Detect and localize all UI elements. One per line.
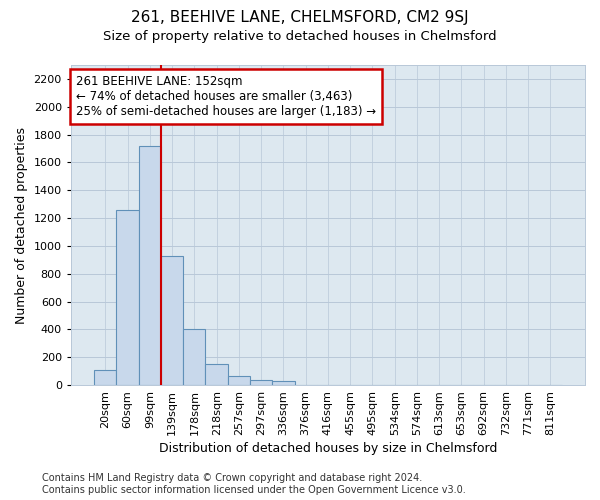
X-axis label: Distribution of detached houses by size in Chelmsford: Distribution of detached houses by size …: [159, 442, 497, 455]
Text: 261, BEEHIVE LANE, CHELMSFORD, CM2 9SJ: 261, BEEHIVE LANE, CHELMSFORD, CM2 9SJ: [131, 10, 469, 25]
Bar: [228, 376, 250, 385]
Bar: [272, 381, 295, 385]
Bar: [139, 146, 161, 385]
Bar: [161, 256, 183, 385]
Bar: [94, 370, 116, 385]
Bar: [183, 328, 205, 385]
Bar: [205, 364, 228, 385]
Text: 261 BEEHIVE LANE: 152sqm
← 74% of detached houses are smaller (3,463)
25% of sem: 261 BEEHIVE LANE: 152sqm ← 74% of detach…: [76, 74, 376, 118]
Bar: [116, 210, 139, 385]
Y-axis label: Number of detached properties: Number of detached properties: [15, 126, 28, 324]
Text: Size of property relative to detached houses in Chelmsford: Size of property relative to detached ho…: [103, 30, 497, 43]
Text: Contains HM Land Registry data © Crown copyright and database right 2024.
Contai: Contains HM Land Registry data © Crown c…: [42, 474, 466, 495]
Bar: [250, 380, 272, 385]
